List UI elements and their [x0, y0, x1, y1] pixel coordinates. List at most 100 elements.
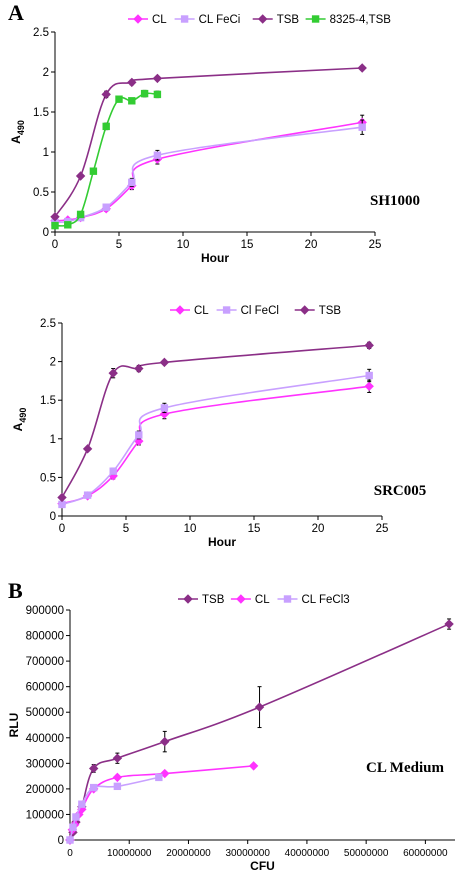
x-tick-label: 10	[177, 239, 190, 251]
y-tick-label: 1	[50, 434, 56, 446]
series-TSB	[65, 618, 454, 845]
data-point	[66, 836, 74, 844]
legend-label: CL FeCi	[199, 14, 241, 26]
data-point	[248, 761, 259, 771]
data-point	[76, 210, 85, 219]
x-tick-label: 20	[305, 239, 318, 251]
series-CL FeCl3	[66, 773, 163, 844]
x-axis-label: Hour	[208, 535, 236, 549]
y-axis-label: A490	[11, 408, 28, 432]
x-tick-label: 5	[116, 239, 122, 251]
data-point	[112, 753, 123, 763]
y-tick-label: 0	[43, 227, 49, 239]
panel-label: B	[8, 578, 23, 603]
x-tick-label: 25	[369, 239, 382, 251]
x-tick-label: 10000000	[107, 848, 152, 859]
legend-marker	[299, 305, 310, 315]
legend-label: CL FeCl3	[302, 594, 350, 606]
y-axis-label-main: A	[9, 135, 23, 144]
x-tick-label: 25	[376, 523, 389, 535]
data-point	[101, 89, 111, 100]
data-point	[82, 444, 93, 454]
legend-marker	[175, 305, 185, 315]
series-line	[61, 385, 370, 505]
panel-label: A	[8, 0, 24, 25]
data-point	[444, 619, 454, 629]
data-point	[153, 151, 162, 159]
y-tick-label: 500000	[26, 707, 64, 719]
data-point	[89, 167, 98, 175]
data-point	[109, 467, 117, 475]
data-point	[128, 97, 136, 105]
legend-marker	[133, 14, 143, 24]
data-point	[155, 773, 163, 782]
data-point	[102, 203, 110, 211]
x-tick-label: 0	[59, 523, 65, 535]
x-tick-label: 20000000	[166, 848, 211, 859]
data-point	[78, 800, 86, 808]
data-point	[160, 404, 169, 412]
series-Cl FeCl	[58, 368, 373, 509]
series-CL	[57, 379, 374, 509]
data-point	[102, 122, 110, 131]
data-point	[127, 77, 137, 88]
annotation: CL Medium	[366, 760, 444, 776]
legend: CL Cl FeCl TSB	[170, 305, 341, 317]
legend-marker	[222, 306, 231, 314]
y-tick-label: 0.5	[33, 187, 49, 199]
data-point	[83, 491, 92, 499]
data-point	[364, 381, 374, 392]
y-tick-label: 200000	[26, 784, 64, 796]
legend: TSB CL CL FeCl3	[178, 594, 350, 606]
series-8325-4,TSB	[51, 89, 162, 230]
data-point	[89, 783, 98, 792]
y-tick-label: 1.5	[40, 395, 56, 407]
series-line	[61, 344, 370, 498]
y-tick-label: 1	[43, 147, 49, 159]
legend-marker	[236, 594, 246, 604]
x-axis-label: CFU	[250, 859, 275, 872]
data-point	[113, 782, 122, 791]
x-tick-label: 5	[123, 523, 129, 535]
y-tick-label: 400000	[26, 733, 64, 745]
legend: CL CL FeCi TSB 8325-4,TSB	[128, 14, 391, 26]
y-axis-label-main: RLU	[7, 713, 21, 738]
data-point	[140, 89, 149, 98]
data-point	[153, 90, 162, 99]
data-point	[115, 95, 123, 103]
y-tick-label: 800000	[26, 631, 64, 643]
y-tick-label: 100000	[26, 809, 64, 821]
series-CL FeCi	[51, 119, 366, 227]
data-point	[58, 500, 66, 509]
series-line	[54, 121, 363, 222]
annotation: SRC005	[374, 483, 427, 499]
x-tick-label: 10	[184, 523, 197, 535]
chart-2: 0 0.5 1 1.5 2 2.5 0 5 10 15 20 25 Hour A490 CL Cl FeCl T…	[11, 305, 426, 549]
legend-label: TSB	[277, 14, 300, 26]
chart-3: B 0 100000 200000 300000 400000 500000 600000 70…	[7, 578, 455, 872]
y-tick-label: 2.5	[40, 318, 56, 330]
series-line	[69, 623, 450, 841]
legend-marker	[283, 595, 292, 603]
legend-marker	[257, 14, 268, 24]
legend-label: CL	[194, 305, 209, 317]
y-tick-label: 300000	[26, 758, 64, 770]
legend-label: CL	[255, 594, 270, 606]
y-tick-label: 2.5	[33, 27, 49, 39]
x-tick-label: 15	[241, 239, 254, 251]
data-point	[51, 221, 59, 230]
y-tick-label: 700000	[26, 656, 64, 668]
y-axis-label: RLU	[7, 713, 21, 738]
legend-label: TSB	[319, 305, 342, 317]
legend-label: 8325-4,TSB	[330, 14, 392, 26]
y-tick-label: 0	[58, 835, 64, 847]
legend-label: CL	[152, 14, 167, 26]
y-axis-label: A490	[9, 120, 26, 144]
data-point	[108, 368, 118, 378]
data-point	[160, 736, 170, 747]
legend-marker	[180, 15, 189, 23]
data-point	[159, 357, 170, 368]
y-tick-label: 1.5	[33, 107, 49, 119]
data-point	[254, 702, 265, 712]
